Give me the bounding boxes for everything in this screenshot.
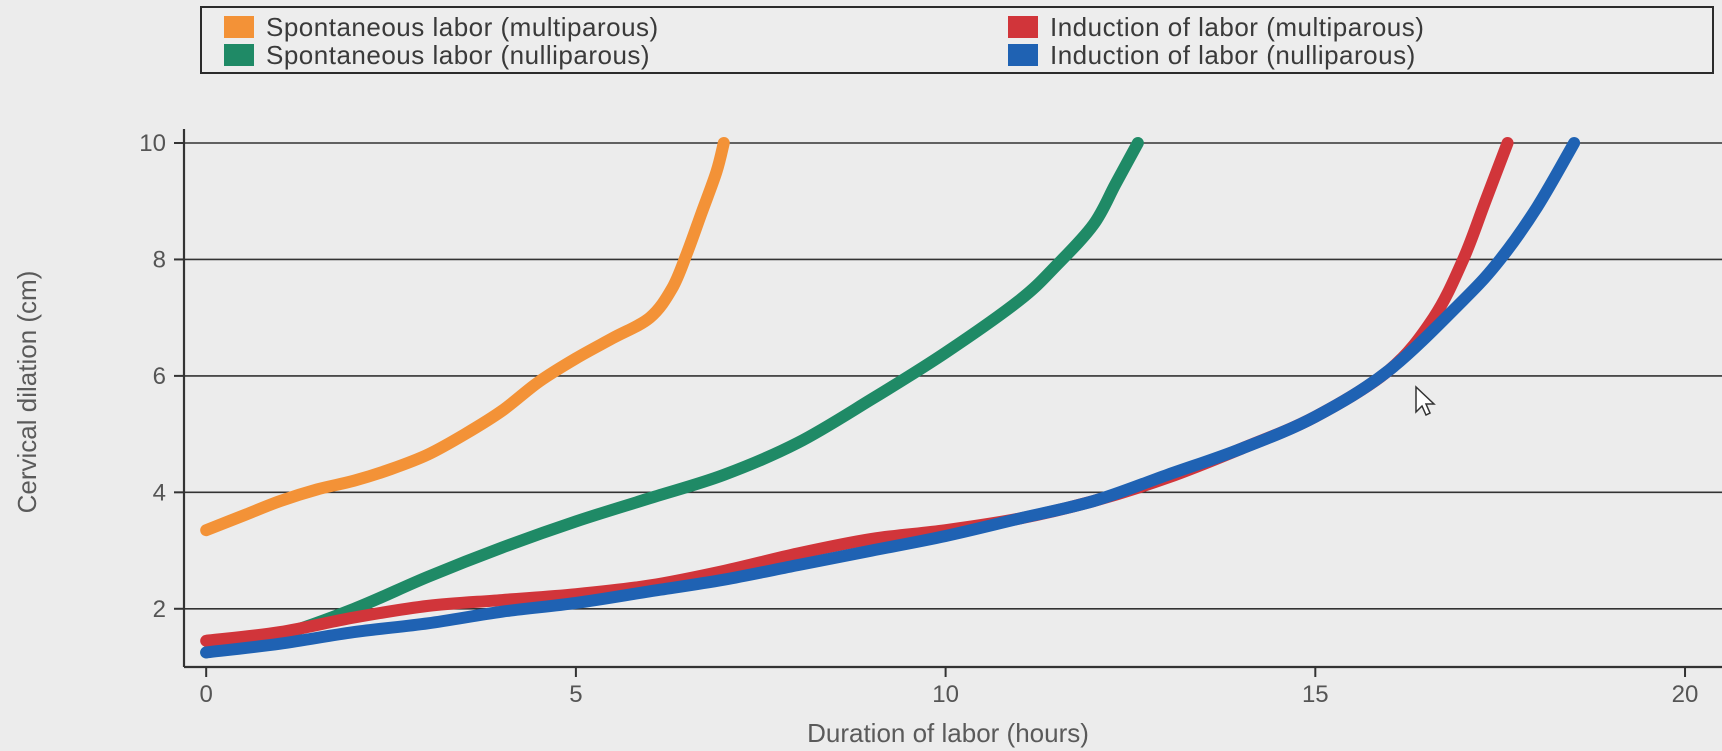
series-lines <box>200 137 1581 659</box>
legend-item-induction-multiparous: Induction of labor (multiparous) <box>1008 12 1424 42</box>
y-tick-label: 4 <box>153 479 166 506</box>
y-tick-label: 10 <box>139 130 166 157</box>
y-axis-label: Cervical dilation (cm) <box>12 271 42 514</box>
legend-item-spontaneous-nulliparous: Spontaneous labor (nulliparous) <box>224 40 650 70</box>
legend-label: Spontaneous labor (multiparous) <box>266 11 659 42</box>
legend: Spontaneous labor (multiparous) Spontane… <box>200 6 1714 74</box>
legend-label: Spontaneous labor (nulliparous) <box>266 39 651 70</box>
tick-labels: 2 4 6 8 10 0 5 10 15 20 <box>139 130 1698 708</box>
legend-item-spontaneous-multiparous: Spontaneous labor (multiparous) <box>224 12 659 42</box>
legend-label: Induction of labor (nulliparous) <box>1050 39 1416 70</box>
x-tick-label: 5 <box>569 681 582 708</box>
cursor-icon <box>1415 385 1436 417</box>
x-tick-label: 20 <box>1672 681 1699 708</box>
x-tick-label: 10 <box>932 681 959 708</box>
y-tick-label: 6 <box>153 363 166 390</box>
series-line-3 <box>200 137 1514 647</box>
x-axis-label: Duration of labor (hours) <box>807 718 1089 748</box>
series-line-2 <box>200 137 1144 659</box>
legend-item-induction-nulliparous: Induction of labor (nulliparous) <box>1008 40 1416 70</box>
axes <box>174 129 1722 677</box>
legend-swatch <box>1008 44 1038 66</box>
x-tick-label: 0 <box>200 681 213 708</box>
series-line-1 <box>200 137 730 537</box>
legend-swatch <box>224 16 254 38</box>
y-tick-label: 8 <box>153 246 166 273</box>
series-line-4 <box>200 137 1581 659</box>
y-tick-label: 2 <box>153 596 166 623</box>
x-tick-label: 15 <box>1302 681 1329 708</box>
legend-label: Induction of labor (multiparous) <box>1050 11 1425 42</box>
legend-swatch <box>224 44 254 66</box>
legend-swatch <box>1008 16 1038 38</box>
